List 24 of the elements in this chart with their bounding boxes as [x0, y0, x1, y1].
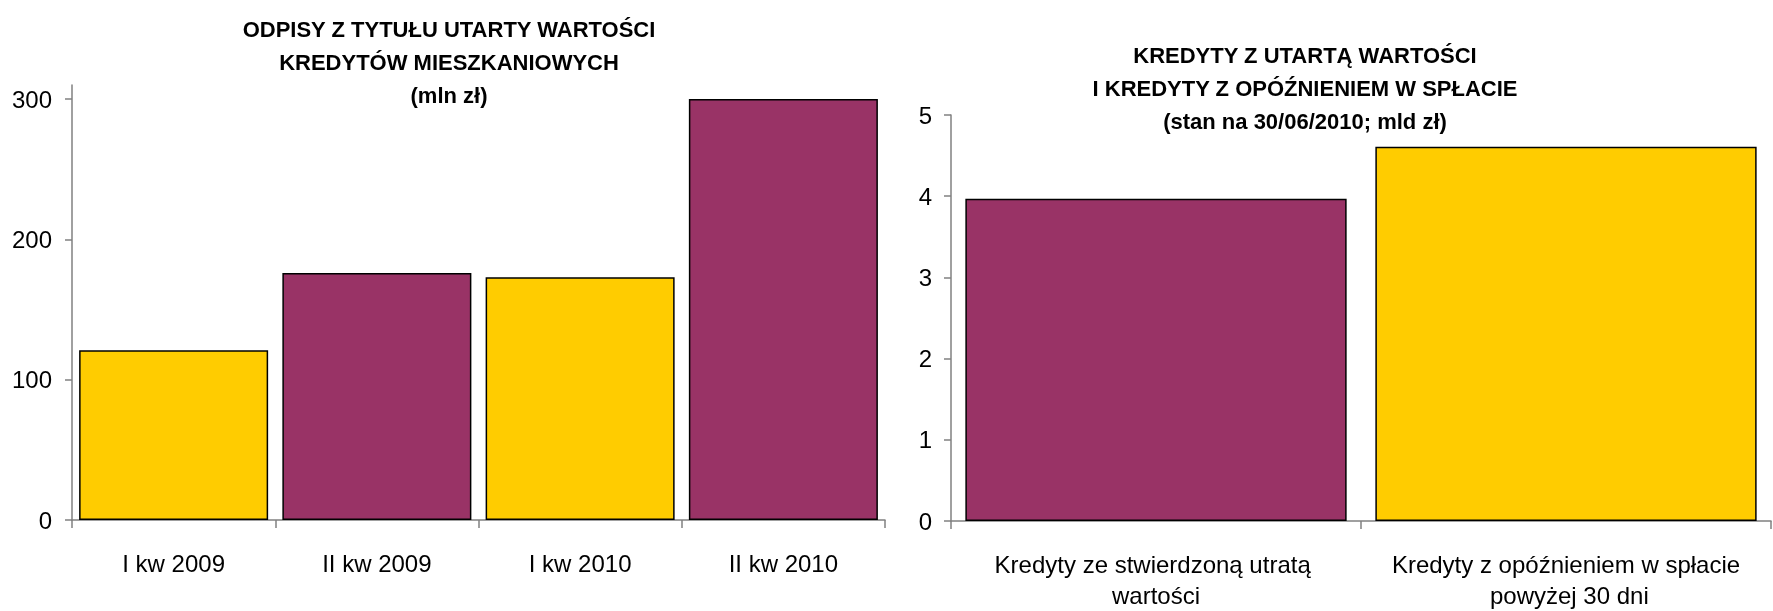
chart-title: KREDYTY Z UTARTĄ WARTOŚCI I KREDYTY Z OPÓŹNIENIEM W SPŁACIE [1092, 43, 1518, 101]
x-tick-label: I kw 2010 [528, 550, 632, 577]
y-tick-label: 200 [11, 225, 52, 253]
y-tick-label: 4 [918, 182, 932, 210]
x-tick-label: Kredyty ze stwierdzoną utratą wartości [994, 551, 1318, 609]
y-tick-label: 3 [918, 263, 932, 291]
x-tick-label: Kredyty z opóźnieniem w spłacie powyżej 30 dni [1391, 551, 1741, 609]
chart-subtitle: (mln zł) [410, 83, 488, 108]
chart-title: ODPISY Z TYTUŁU UTARTY WARTOŚCI KREDYTÓW MIESZKANIOWYCH [242, 17, 656, 75]
chart-subtitle: (stan na 30/06/2010; mld zł) [1163, 109, 1447, 134]
bar [688, 99, 878, 520]
bar [79, 350, 269, 520]
y-tick-label: 100 [11, 366, 52, 394]
bar [282, 273, 472, 520]
y-tick-label: 2 [918, 345, 932, 373]
bar [485, 277, 675, 520]
y-tick-label: 300 [11, 85, 52, 113]
y-tick-label: 1 [918, 426, 932, 454]
x-tick-label: II kw 2009 [322, 550, 432, 577]
x-tick-label: II kw 2010 [728, 550, 839, 577]
y-tick-label: 0 [38, 506, 52, 534]
y-tick-label: 5 [918, 101, 932, 129]
y-tick-label: 0 [918, 507, 932, 535]
x-tick-label: I kw 2009 [122, 550, 225, 577]
